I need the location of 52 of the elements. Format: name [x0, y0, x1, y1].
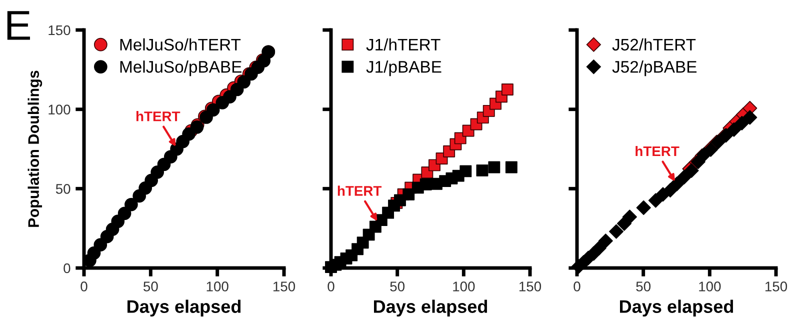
y-tick-label: 150 [48, 25, 70, 36]
legend-label: J1/pBABE [366, 60, 442, 76]
x-tick-label: 150 [519, 282, 542, 292]
x-tick-label: 50 [144, 282, 158, 292]
point [670, 176, 684, 192]
legend-label: J1/hTERT [366, 38, 440, 51]
legend-label: MelJuSo/pBABE [120, 60, 242, 76]
x-tick-label: 0 [80, 282, 88, 292]
point [608, 224, 624, 239]
point [742, 110, 758, 125]
point [402, 188, 415, 200]
y-tick-label: 0 [64, 263, 70, 274]
point [501, 84, 514, 96]
annotation: hTERT [338, 186, 382, 196]
x-tick-label: 100 [453, 282, 475, 292]
legend-label: MelJuSo/hTERT [120, 38, 241, 51]
point [118, 206, 132, 220]
point [460, 165, 472, 178]
point [476, 164, 488, 176]
y-tick-label: 50 [56, 184, 70, 194]
point [734, 116, 750, 130]
point [124, 198, 138, 212]
x-tick-label: 100 [206, 282, 228, 292]
point [676, 170, 692, 184]
annotation: hTERT [136, 111, 180, 122]
x-tick-label: 0 [328, 282, 334, 292]
point [505, 161, 518, 174]
point [598, 234, 613, 248]
point [648, 193, 663, 208]
y-tick-label: 100 [48, 104, 70, 115]
legend-label: J52/pBABE [612, 60, 697, 76]
point [182, 127, 196, 141]
point [726, 122, 742, 137]
annotation: hTERT [636, 146, 680, 156]
x-axis-title: Days elapsed [374, 300, 488, 317]
point [94, 238, 108, 252]
point [622, 210, 637, 224]
x-tick-label: 150 [273, 282, 296, 292]
x-tick-label: 0 [574, 282, 580, 292]
legend-label: J52/hTERT [612, 38, 696, 51]
x-tick-label: 50 [390, 282, 405, 292]
point [237, 75, 251, 89]
text: E [7, 11, 30, 40]
point [488, 161, 500, 174]
point [592, 240, 606, 256]
y-axis-title: Population Doublings [28, 70, 42, 227]
x-axis-title: Days elapsed [128, 300, 241, 317]
x-axis-title: Days elapsed [620, 300, 734, 317]
point [636, 200, 651, 215]
x-tick-label: 150 [765, 282, 788, 292]
x-tick-label: 100 [699, 282, 721, 292]
x-tick-label: 50 [636, 282, 651, 292]
